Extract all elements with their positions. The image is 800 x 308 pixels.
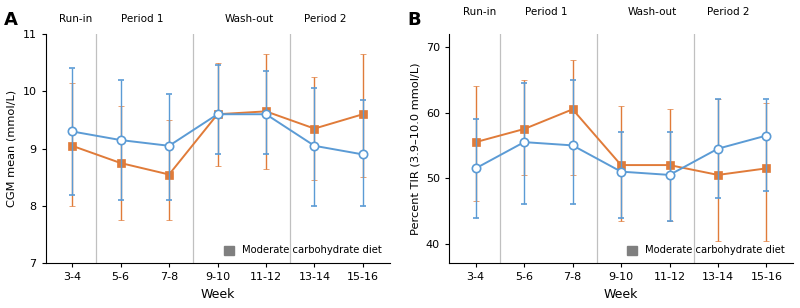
- Text: B: B: [408, 11, 422, 29]
- Text: Wash-out: Wash-out: [628, 7, 677, 18]
- Text: Run-in: Run-in: [59, 14, 93, 23]
- Text: Period 2: Period 2: [303, 14, 346, 23]
- Y-axis label: CGM mean (mmol/L): CGM mean (mmol/L): [7, 90, 17, 207]
- Text: A: A: [4, 11, 18, 29]
- Text: Period 1: Period 1: [525, 7, 567, 18]
- Legend: Moderate carbohydrate diet: Moderate carbohydrate diet: [221, 242, 385, 258]
- Y-axis label: Percent TIR (3.9–10.0 mmol/L): Percent TIR (3.9–10.0 mmol/L): [410, 63, 420, 235]
- Legend: Moderate carbohydrate diet: Moderate carbohydrate diet: [624, 242, 788, 258]
- Text: Wash-out: Wash-out: [225, 14, 274, 23]
- Text: Period 1: Period 1: [122, 14, 164, 23]
- Text: Run-in: Run-in: [463, 7, 496, 18]
- X-axis label: Week: Week: [604, 288, 638, 301]
- Text: Period 2: Period 2: [707, 7, 750, 18]
- X-axis label: Week: Week: [200, 288, 234, 301]
